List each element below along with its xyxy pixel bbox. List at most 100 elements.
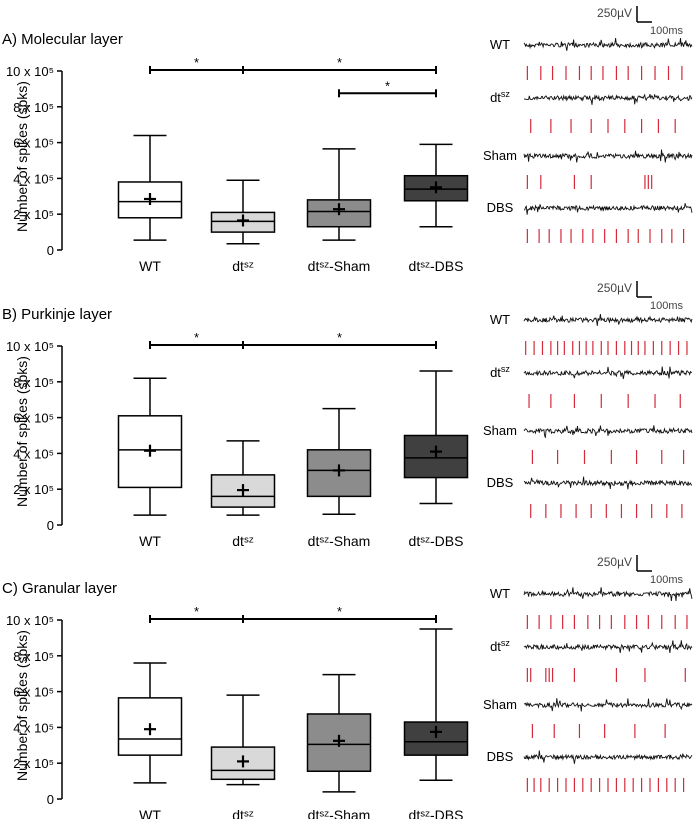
y-tick-label: 10 x 10⁵ xyxy=(6,64,54,79)
trace-label: Sham xyxy=(483,148,517,163)
y-tick-label: 4 x 10⁵ xyxy=(13,446,54,461)
y-axis-label: Number of spikes (spks) xyxy=(14,356,30,507)
trace-label: Sham xyxy=(483,697,517,712)
y-tick-label: 8 x 10⁵ xyxy=(13,649,54,664)
y-tick-label: 4 x 10⁵ xyxy=(13,720,54,735)
significance-star: * xyxy=(337,330,342,345)
x-category-label: dtˢᶻ-DBS xyxy=(409,807,464,819)
trace-signal xyxy=(523,587,693,602)
x-category-label: dtˢᶻ-Sham xyxy=(308,258,371,274)
box-2 xyxy=(210,179,276,245)
y-tick-label: 0 xyxy=(47,243,54,258)
box-4 xyxy=(403,370,469,505)
trace-signal xyxy=(523,750,693,764)
x-category-label: dtˢᶻ xyxy=(232,807,253,819)
x-category-label: WT xyxy=(139,533,161,549)
iqr-box xyxy=(117,181,183,219)
box-3 xyxy=(306,148,372,241)
trace-2: dtsz xyxy=(490,638,693,682)
trace-4: DBS xyxy=(487,200,693,243)
significance-bracket-1: * xyxy=(149,604,244,623)
trace-label: DBS xyxy=(487,749,514,764)
y-tick-label: 8 x 10⁵ xyxy=(13,100,54,115)
trace-label-superscript: sz xyxy=(501,89,511,99)
trace-signal xyxy=(523,314,693,326)
y-axis-label: Number of spikes (spks) xyxy=(14,630,30,781)
trace-2: dtsz xyxy=(490,89,693,133)
trace-signal xyxy=(523,476,693,490)
panel-title: C) Granular layer xyxy=(2,580,117,597)
trace-label: dtsz xyxy=(490,364,510,380)
significance-star: * xyxy=(194,604,199,619)
trace-signal xyxy=(523,366,693,380)
y-tick-label: 10 x 10⁵ xyxy=(6,613,54,628)
y-tick-label: 2 x 10⁵ xyxy=(13,482,54,497)
x-category-label: dtˢᶻ-DBS xyxy=(409,533,464,549)
trace-label: Sham xyxy=(483,423,517,438)
significance-bracket-2: * xyxy=(242,330,437,349)
scale-bar-time: 100ms xyxy=(650,574,684,586)
trace-4: DBS xyxy=(487,749,693,792)
y-tick-label: 0 xyxy=(47,792,54,807)
y-tick-label: 2 x 10⁵ xyxy=(13,756,54,771)
trace-label: dtsz xyxy=(490,638,510,654)
trace-label: WT xyxy=(490,37,510,52)
trace-label: dtsz xyxy=(490,89,510,105)
scale-bar: 250µV 100ms xyxy=(597,6,684,37)
significance-star: * xyxy=(337,604,342,619)
x-category-label: dtˢᶻ-Sham xyxy=(308,807,371,819)
trace-signal xyxy=(523,425,693,438)
x-category-label: WT xyxy=(139,807,161,819)
trace-label: WT xyxy=(490,312,510,327)
y-tick-label: 4 x 10⁵ xyxy=(13,171,54,186)
trace-signal xyxy=(523,698,693,712)
significance-star: * xyxy=(194,330,199,345)
box-4 xyxy=(403,628,469,781)
significance-star: * xyxy=(194,55,199,70)
y-tick-label: 6 x 10⁵ xyxy=(13,685,54,700)
significance-bracket-2: * xyxy=(242,604,437,623)
box-2 xyxy=(210,440,276,516)
y-tick-label: 6 x 10⁵ xyxy=(13,411,54,426)
scale-bar-voltage: 250µV xyxy=(597,555,632,569)
scale-bar-time: 100ms xyxy=(650,300,684,312)
box-3 xyxy=(306,673,372,793)
significance-star: * xyxy=(337,55,342,70)
scale-bar: 250µV 100ms xyxy=(597,555,684,586)
box-1 xyxy=(117,134,183,241)
trace-signal xyxy=(523,203,693,215)
scale-bar-voltage: 250µV xyxy=(597,6,632,20)
y-tick-label: 10 x 10⁵ xyxy=(6,339,54,354)
trace-label: DBS xyxy=(487,200,514,215)
x-category-label: dtˢᶻ xyxy=(232,533,253,549)
y-tick-label: 6 x 10⁵ xyxy=(13,136,54,151)
trace-1: WT xyxy=(490,586,693,629)
trace-1: WT xyxy=(490,37,693,80)
box-1 xyxy=(117,377,183,516)
panel-3: C) Granular layer Number of spikes (spks)… xyxy=(2,555,693,819)
trace-1: WT xyxy=(490,312,693,355)
x-category-label: dtˢᶻ-Sham xyxy=(308,533,371,549)
trace-3: Sham xyxy=(483,423,693,464)
y-tick-label: 0 xyxy=(47,518,54,533)
panel-2: B) Purkinje layer Number of spikes (spks)… xyxy=(2,281,693,549)
significance-bracket-2: * xyxy=(242,55,437,74)
panel-title: A) Molecular layer xyxy=(2,31,123,48)
scale-bar-time: 100ms xyxy=(650,25,684,37)
significance-bracket-1: * xyxy=(149,55,244,74)
box-3 xyxy=(306,407,372,516)
x-category-label: dtˢᶻ-DBS xyxy=(409,258,464,274)
trace-label-superscript: sz xyxy=(501,364,511,374)
significance-star: * xyxy=(385,78,390,93)
trace-signal xyxy=(523,149,693,163)
y-axis-label: Number of spikes (spks) xyxy=(14,81,30,232)
trace-signal xyxy=(523,37,693,51)
significance-bracket-1: * xyxy=(149,330,244,349)
trace-signal xyxy=(523,93,693,105)
x-category-label: WT xyxy=(139,258,161,274)
significance-bracket-3: * xyxy=(338,78,437,98)
trace-label-superscript: sz xyxy=(501,638,511,648)
panel-title: B) Purkinje layer xyxy=(2,306,112,323)
trace-label: WT xyxy=(490,586,510,601)
